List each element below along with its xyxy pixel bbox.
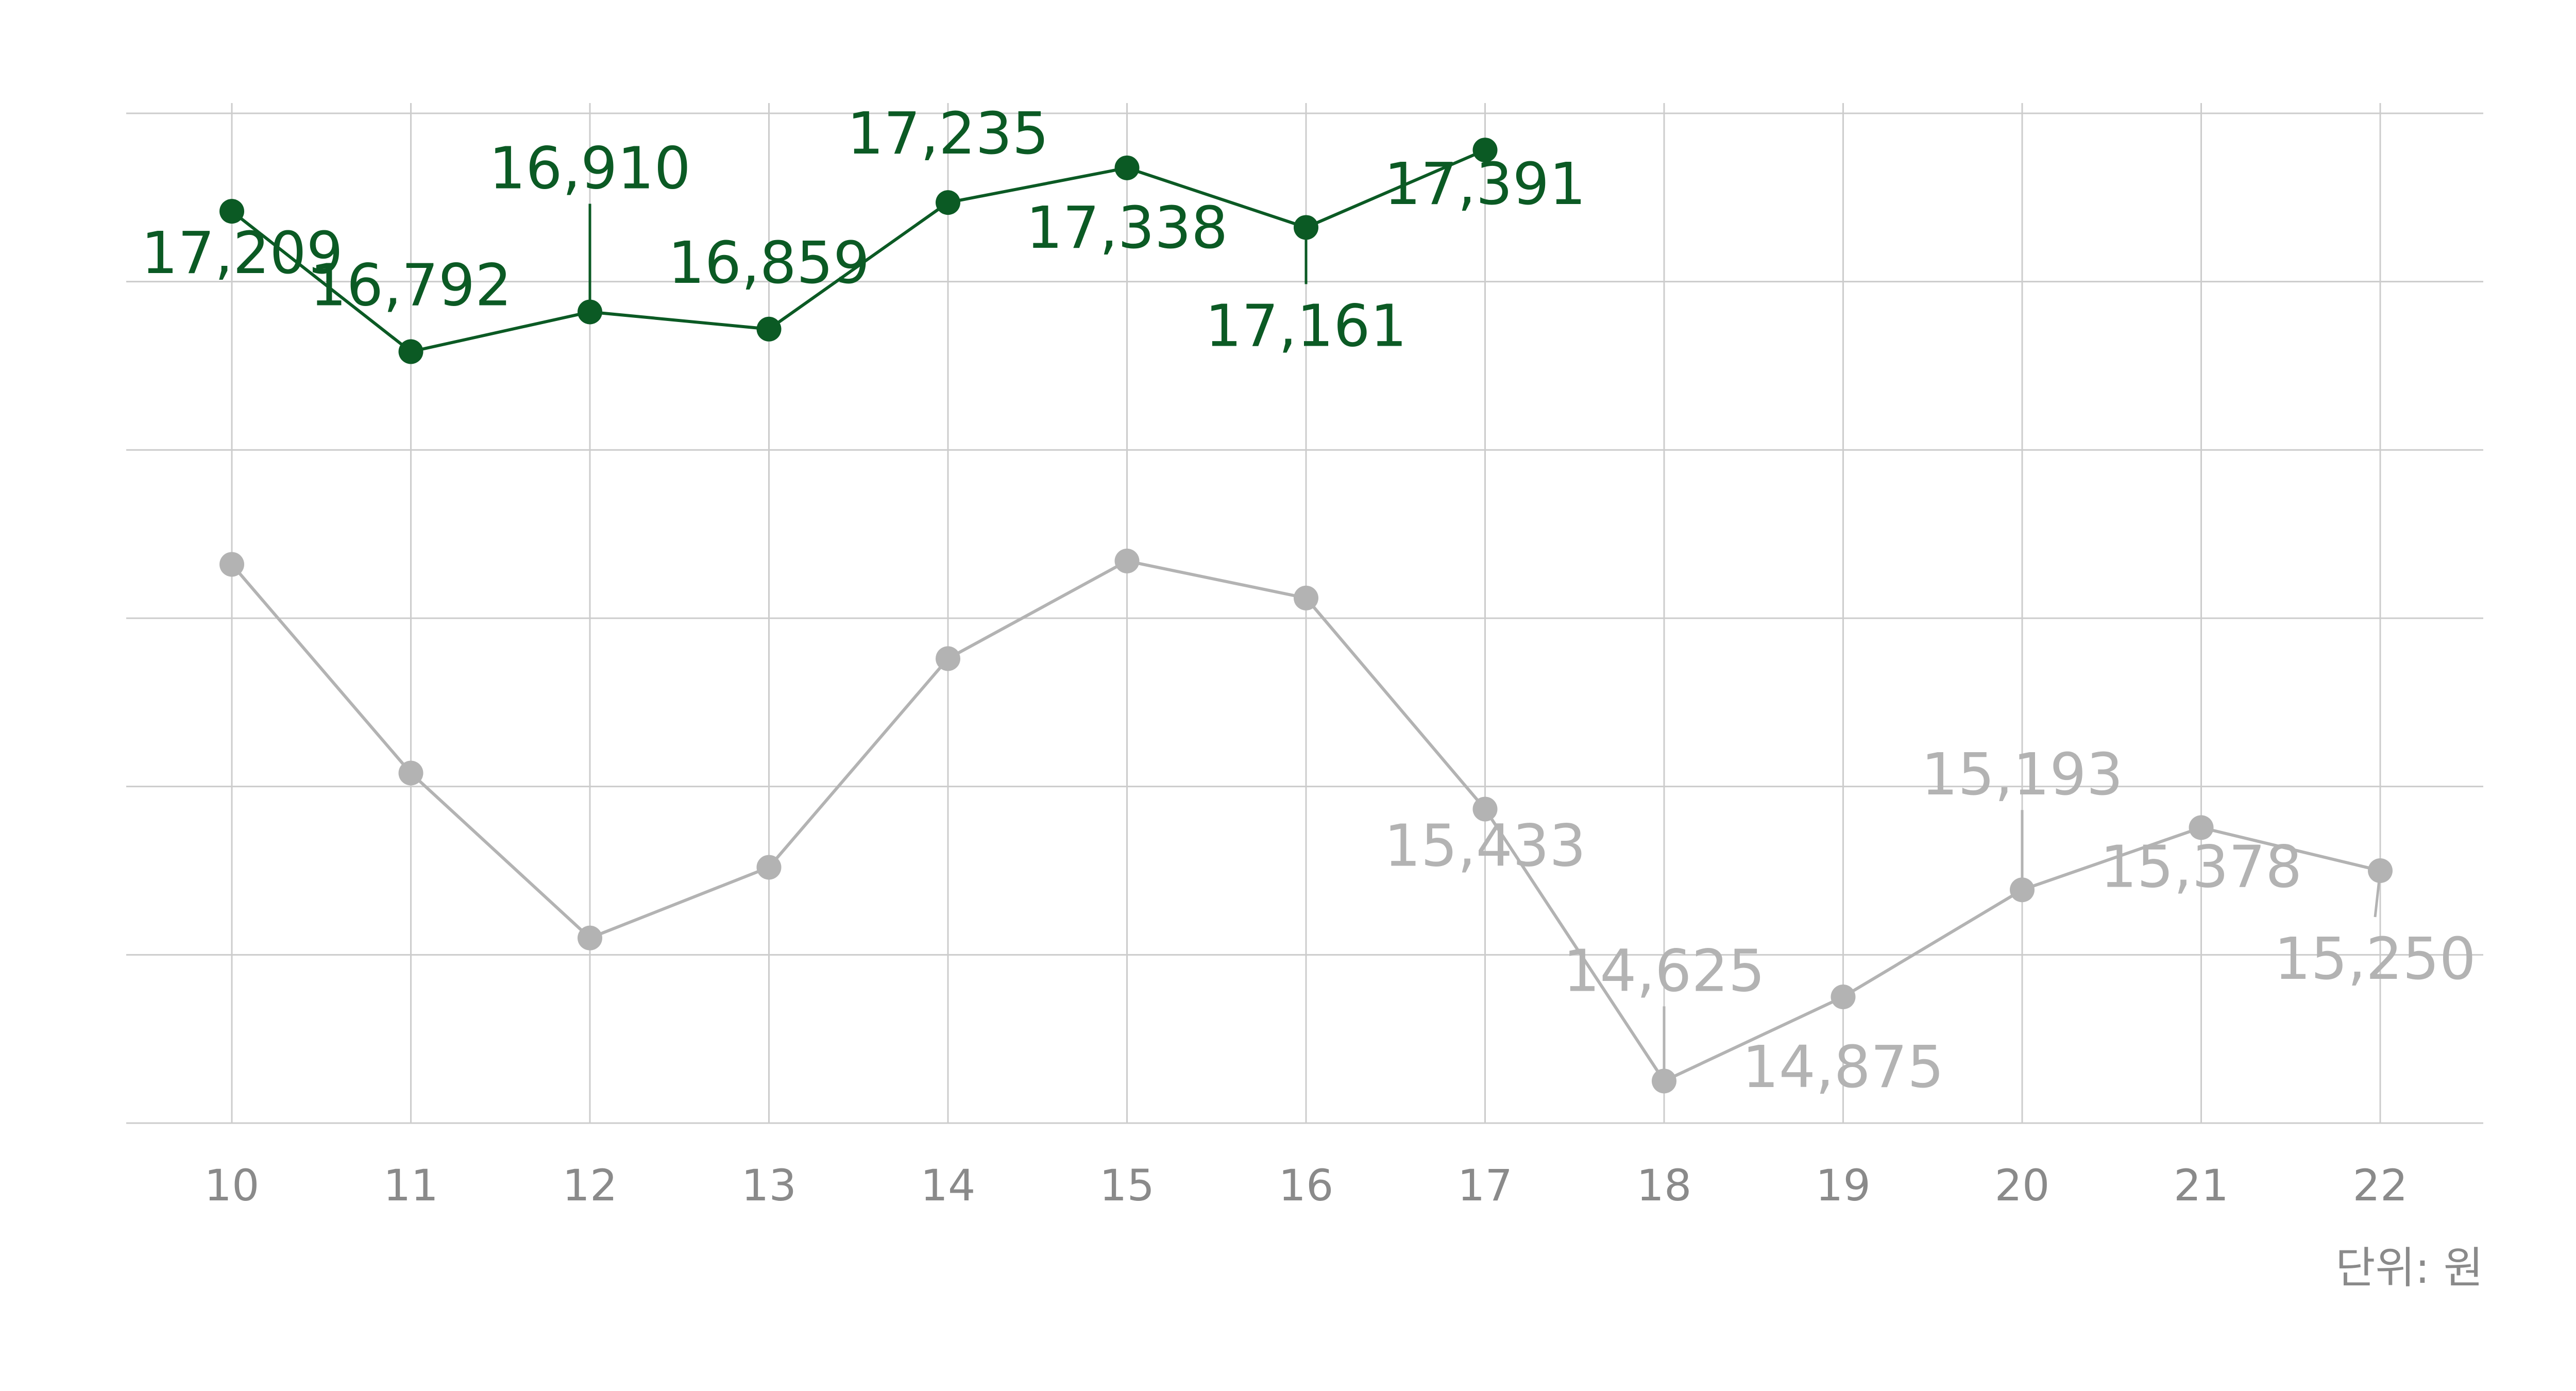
x-tick-label: 18: [1637, 1160, 1692, 1211]
x-axis-tick-labels: 10 11 12 13 14 15 16 17 18 19 20 21 22: [205, 1160, 2408, 1211]
data-point: [1114, 548, 1140, 573]
label-leader-line: [2374, 870, 2382, 918]
x-tick-label: 12: [563, 1160, 618, 1211]
data-point: [1831, 985, 1856, 1009]
data-label: 15,378: [2100, 834, 2302, 901]
data-point: [398, 339, 423, 364]
data-point: [219, 552, 244, 577]
data-point: [1294, 585, 1318, 610]
x-tick-label: 22: [2353, 1160, 2408, 1211]
x-tick-label: 10: [205, 1160, 260, 1211]
x-tick-label: 21: [2174, 1160, 2229, 1211]
data-label: 17,338: [1026, 195, 1228, 262]
series-line: [231, 148, 1486, 353]
x-tick-label: 13: [741, 1160, 796, 1211]
unit-label: 단위: 원: [2335, 1243, 2483, 1293]
data-label: 15,433: [1384, 812, 1586, 879]
x-tick-label: 20: [1995, 1160, 2050, 1211]
data-label: 16,910: [489, 135, 691, 202]
x-tick-label: 16: [1279, 1160, 1334, 1211]
x-tick-label: 11: [383, 1160, 438, 1211]
data-point: [398, 760, 423, 786]
horizontal-grid: [126, 112, 2483, 1124]
data-label: 14,875: [1742, 1034, 1944, 1101]
data-label: 16,859: [668, 230, 870, 297]
data-label: 17,161: [1205, 293, 1407, 360]
data-point: [2189, 815, 2214, 840]
data-point: [756, 316, 782, 342]
x-tick-label: 17: [1458, 1160, 1513, 1211]
data-label: 17,235: [847, 100, 1049, 167]
x-tick-label: 19: [1816, 1160, 1871, 1211]
data-point: [1472, 796, 1498, 822]
data-point: [756, 855, 782, 880]
data-label: 17,391: [1384, 151, 1586, 218]
data-label: 17,209: [141, 220, 343, 287]
data-label: 15,250: [2274, 926, 2476, 993]
data-label: 14,625: [1563, 938, 1765, 1005]
data-point: [936, 190, 960, 215]
vertical-grid: [231, 103, 2381, 1123]
data-label: 16,792: [310, 252, 512, 319]
data-point: [936, 646, 960, 671]
data-point: [578, 925, 602, 951]
data-point: [1472, 138, 1498, 163]
x-tick-label: 15: [1099, 1160, 1155, 1211]
data-label: 15,193: [1921, 741, 2123, 808]
data-point: [1114, 155, 1140, 180]
x-tick-label: 14: [921, 1160, 976, 1211]
data-point: [219, 199, 244, 224]
